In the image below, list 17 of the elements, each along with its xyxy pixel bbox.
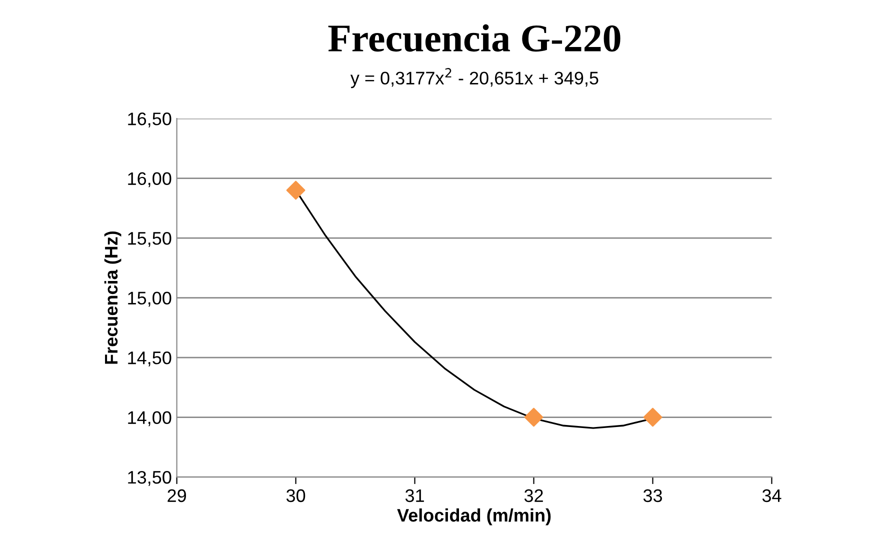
y-tick-label: 15,50 [128,232,172,247]
x-tick-label: 34 [762,489,782,502]
x-tick-label: 32 [524,489,543,502]
chart-title: Frecuencia G-220 [328,24,620,52]
y-tick-label: 16,00 [128,172,172,188]
text: y = 0,3177x$^{2}$ - 20,651x + 349,5 [350,68,598,88]
y-tick-label: 14,00 [128,411,172,426]
x-tick-label: 31 [405,489,424,502]
y-tick-label: 13,50 [128,470,172,486]
x-axis-title: Velocidad (m/min) [397,508,551,526]
x-tick-label: 30 [286,489,306,502]
y-tick-label: 14,50 [128,351,172,366]
y-axis-title: Frecuencia (Hz) [104,231,122,364]
x-tick-label: 33 [643,489,662,502]
y-tick-label: 16,50 [128,112,172,128]
y-tick-label: 15,00 [128,292,172,307]
x-tick-label: 29 [168,489,186,502]
